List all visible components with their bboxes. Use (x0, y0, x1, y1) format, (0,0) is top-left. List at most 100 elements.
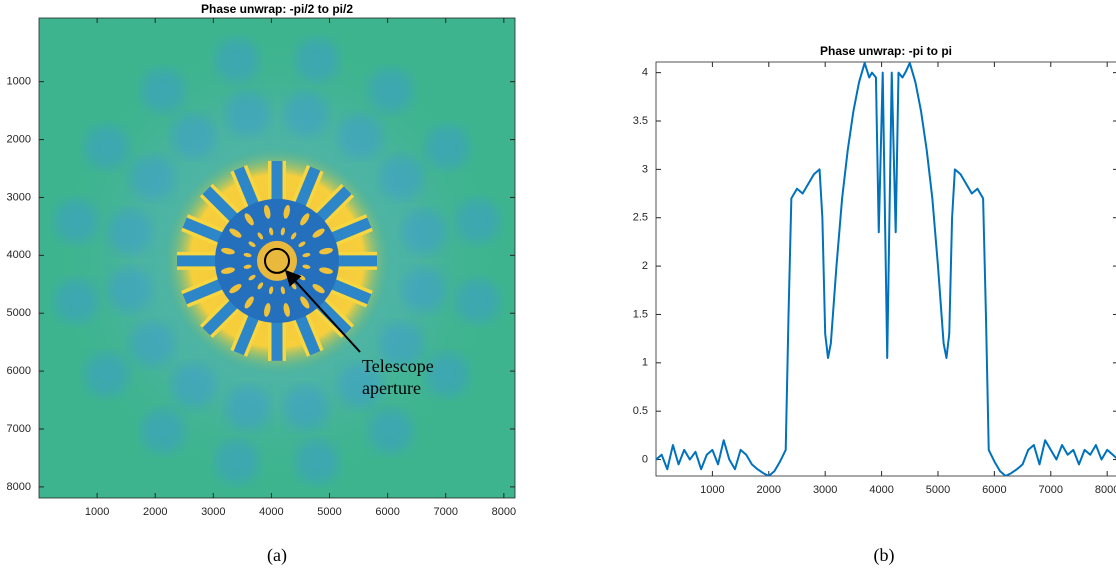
x-tick-label: 1000 (85, 506, 109, 518)
blob (225, 386, 270, 431)
slot (248, 274, 256, 281)
x-tick-label: 7000 (1039, 484, 1063, 496)
y-tick-label: 4000 (7, 249, 31, 261)
y-tick-label: 2000 (7, 133, 31, 145)
slot (302, 264, 311, 269)
y-tick-label: 5000 (7, 307, 31, 319)
aperture-marker (264, 247, 290, 274)
blob (294, 439, 339, 484)
slot (229, 228, 242, 238)
slot (300, 296, 310, 309)
slot (264, 303, 271, 317)
blob (284, 386, 329, 431)
blob (284, 91, 329, 136)
slot (300, 213, 310, 226)
y-tick-label: 4 (642, 67, 648, 79)
slot (280, 286, 285, 295)
blob (294, 37, 339, 82)
image (39, 18, 515, 498)
blob (456, 198, 501, 243)
slot (283, 204, 290, 219)
blob (53, 278, 98, 323)
slot (248, 241, 256, 248)
blob (379, 155, 424, 200)
annotation-arrow (284, 269, 361, 353)
y-tick-label: 8000 (7, 481, 31, 493)
x-tick-label: 4000 (869, 484, 893, 496)
slot (312, 284, 325, 294)
caption: (b) (874, 545, 895, 566)
x-tick-label: 3000 (201, 506, 225, 518)
blob (402, 209, 447, 254)
x-tick-label: 6000 (375, 506, 399, 518)
slot (257, 232, 264, 240)
blob (84, 352, 129, 397)
x-tick-label: 5000 (317, 506, 341, 518)
slot (298, 241, 306, 248)
y-tick-label: 3 (642, 163, 648, 175)
blob (338, 363, 383, 408)
y-tick-label: 0.5 (633, 405, 648, 417)
y-tick-label: 7000 (7, 423, 31, 435)
blob (53, 198, 98, 243)
slot (221, 267, 235, 274)
blob (379, 322, 424, 367)
blob (130, 155, 175, 200)
x-tick-label: 8000 (492, 506, 516, 518)
slot (243, 264, 252, 269)
slot (229, 284, 242, 294)
blob (107, 209, 152, 254)
y-tick-label: 2.5 (633, 212, 648, 224)
slot (319, 247, 333, 255)
blob (456, 278, 501, 323)
annotation: aperture (362, 378, 421, 398)
slot (243, 252, 252, 258)
slot (221, 247, 235, 255)
slot (269, 286, 274, 295)
y-tick-label: 1 (642, 357, 648, 369)
blob (425, 125, 470, 170)
line (656, 62, 1116, 476)
slot (244, 296, 254, 309)
y-tick-label: 0 (642, 453, 648, 465)
blob (171, 114, 216, 159)
x-tick-label: 6000 (982, 484, 1006, 496)
x-tick-label: 7000 (433, 506, 457, 518)
blob (141, 409, 186, 454)
x-tick-label: 2000 (143, 506, 167, 518)
y-tick-label: 3.5 (633, 115, 648, 127)
blob (368, 409, 413, 454)
x-tick-label: 5000 (926, 484, 950, 496)
blob (225, 91, 270, 136)
blob (130, 322, 175, 367)
blob (338, 114, 383, 159)
blob (84, 125, 129, 170)
slot (280, 227, 285, 236)
slot (264, 204, 271, 219)
slot (312, 228, 325, 238)
blob (215, 439, 260, 484)
caption: (a) (267, 545, 287, 566)
x-tick-label: 3000 (813, 484, 837, 496)
y-tick-label: 2 (642, 260, 648, 272)
slot (283, 303, 290, 317)
y-tick-label: 3000 (7, 191, 31, 203)
y-tick-label: 1000 (7, 76, 31, 88)
x-tick-label: 1000 (700, 484, 724, 496)
blob (171, 363, 216, 408)
blob (425, 352, 470, 397)
axes-box (38, 17, 516, 499)
blob (141, 68, 186, 113)
blob (368, 68, 413, 113)
slot (257, 282, 264, 290)
chart-title: Phase unwrap: -pi/2 to pi/2 (201, 2, 353, 16)
slot (244, 213, 254, 226)
y-tick-label: 6000 (7, 365, 31, 377)
y-tick-label: 1.5 (633, 308, 648, 320)
chart-title: Phase unwrap: -pi to pi (820, 44, 952, 58)
blob (107, 268, 152, 313)
slot (302, 252, 311, 258)
x-tick-label: 8000 (1095, 484, 1116, 496)
slot (319, 267, 333, 274)
